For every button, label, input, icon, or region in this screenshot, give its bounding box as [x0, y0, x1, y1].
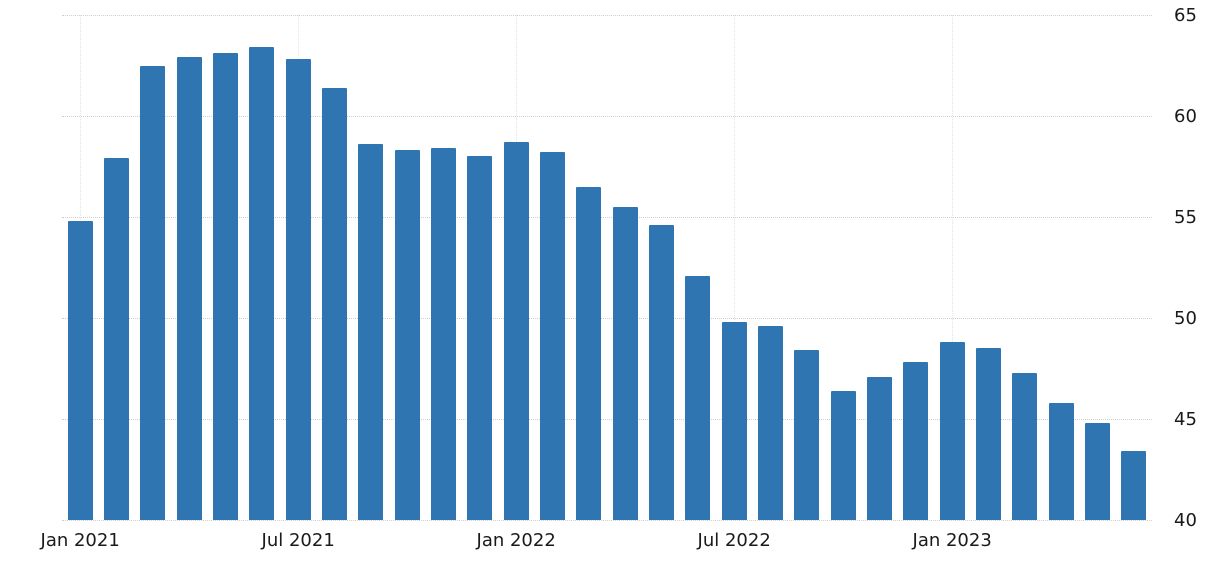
x-axis-tick-label: Jul 2022 [697, 530, 771, 551]
y-axis-tick-label: 50 [1174, 308, 1197, 329]
bar-jun-2023 [1121, 451, 1147, 520]
bar-nov-2021 [431, 148, 456, 520]
horizontal-gridline [62, 520, 1152, 521]
bar-mar-2021 [140, 65, 166, 520]
bar-oct-2022 [830, 390, 856, 520]
horizontal-gridline [62, 419, 1152, 420]
y-axis-tick-label: 40 [1174, 510, 1197, 531]
plot-area [62, 15, 1152, 521]
horizontal-gridline [62, 318, 1152, 319]
x-axis-tick-label: Jan 2021 [40, 530, 120, 551]
x-axis-tick-label: Jul 2021 [261, 530, 335, 551]
horizontal-gridline [62, 217, 1152, 218]
bar-jan-2023 [939, 342, 965, 520]
bar-jul-2022 [721, 322, 747, 520]
y-axis-tick-label: 45 [1174, 409, 1197, 430]
bar-mar-2023 [1012, 372, 1038, 520]
horizontal-gridline [62, 15, 1152, 16]
bar-feb-2023 [976, 348, 1001, 520]
x-axis-tick-label: Jan 2022 [476, 530, 556, 551]
bar-jun-2021 [249, 47, 275, 520]
bar-aug-2021 [322, 87, 347, 520]
bar-oct-2021 [394, 150, 420, 520]
bar-dec-2022 [903, 362, 929, 520]
bar-apr-2022 [612, 206, 638, 520]
bar-feb-2021 [104, 158, 129, 520]
bar-sep-2021 [358, 144, 384, 520]
bar-apr-2023 [1048, 402, 1074, 520]
y-axis-tick-label: 60 [1174, 106, 1197, 127]
bar-jan-2022 [503, 142, 529, 520]
bar-may-2021 [213, 53, 238, 520]
y-axis-tick-label: 65 [1174, 5, 1197, 26]
horizontal-gridline [62, 116, 1152, 117]
bar-dec-2021 [467, 156, 493, 520]
bar-nov-2022 [867, 376, 892, 520]
bar-may-2023 [1085, 423, 1110, 520]
vertical-gridline [734, 15, 736, 520]
bar-sep-2022 [794, 350, 820, 520]
y-axis-tick-label: 55 [1174, 207, 1197, 228]
vertical-gridline [952, 15, 954, 520]
x-axis-tick-label: Jan 2023 [912, 530, 992, 551]
bar-apr-2021 [176, 57, 202, 520]
bar-jun-2022 [685, 275, 711, 520]
bar-may-2022 [649, 225, 674, 520]
bar-aug-2022 [758, 326, 783, 520]
bar-jul-2021 [285, 59, 311, 520]
bar-jan-2021 [67, 221, 93, 520]
bar-feb-2022 [540, 152, 565, 520]
bar-mar-2022 [576, 186, 602, 520]
